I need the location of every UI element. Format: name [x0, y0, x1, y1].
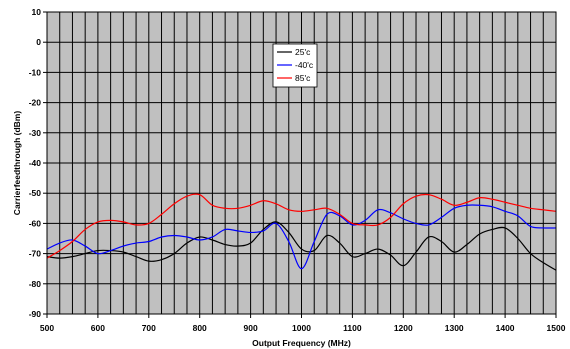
legend-label-40-c: -40'c [295, 60, 314, 70]
series-line-85-c [46, 193, 557, 259]
x-tick-label: 800 [193, 323, 207, 333]
y-tick-label: -30 [29, 128, 42, 138]
y-tick-label: 10 [32, 7, 42, 17]
y-tick-label: -70 [29, 249, 42, 259]
series-line-25-c [46, 221, 557, 271]
grid-lines [46, 11, 557, 315]
x-tick-label: 1400 [496, 323, 515, 333]
y-tick-label: -50 [29, 188, 42, 198]
y-tick-label: -90 [29, 309, 42, 319]
x-tick-label: 600 [91, 323, 105, 333]
y-tick-label: -60 [29, 218, 42, 228]
x-tick-label: 1200 [394, 323, 413, 333]
x-tick-label: 900 [244, 323, 258, 333]
y-tick-label: -20 [29, 98, 42, 108]
y-tick-label: -10 [29, 67, 42, 77]
x-tick-label: 700 [142, 323, 156, 333]
x-tick-label: 500 [40, 323, 54, 333]
legend: 25'c -40'c 85'c [272, 43, 318, 88]
series-line-40-c [46, 204, 557, 270]
legend-label-85-c: 85'c [295, 73, 311, 83]
x-tick-labels: 500 600 700 800 900 1000 1100 1200 1300 1400 1500 [40, 314, 566, 333]
y-tick-label: -40 [29, 158, 42, 168]
x-axis-title: Output Frequency (MHz) [252, 338, 351, 348]
x-tick-label: 1500 [547, 323, 566, 333]
y-axis-title: Carrierfeedthrough (dBm) [12, 111, 22, 216]
y-tick-label: -80 [29, 279, 42, 289]
y-tick-label: 0 [36, 37, 41, 47]
series-layer [46, 193, 557, 271]
legend-label-25-c: 25'c [295, 47, 311, 57]
y-tick-labels: 10 0 -10 -20 -30 -40 -50 -60 -70 -80 -90 [29, 7, 47, 319]
x-tick-label: 1000 [292, 323, 311, 333]
x-tick-label: 1300 [445, 323, 464, 333]
x-tick-label: 1100 [343, 323, 362, 333]
